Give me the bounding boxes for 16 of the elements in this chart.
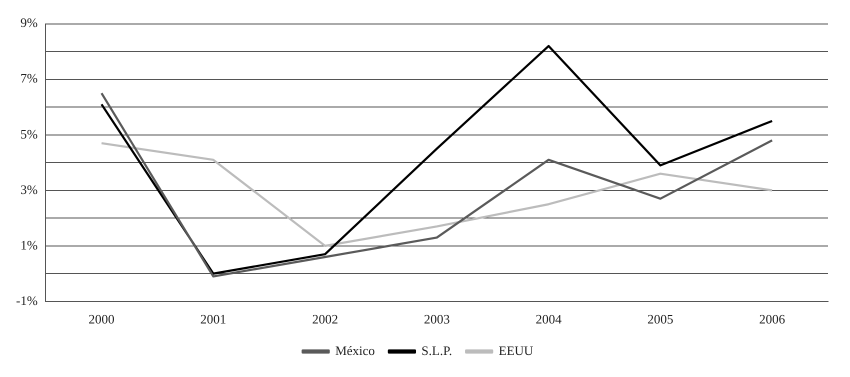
y-tick-label: 9% [20, 15, 38, 30]
x-tick-label: 2000 [88, 312, 115, 327]
legend-label: EEUU [498, 342, 534, 358]
x-tick-label: 2005 [647, 312, 674, 327]
y-tick-label: 3% [20, 182, 38, 197]
x-tick-label: 2003 [424, 312, 450, 327]
y-tick-label: -1% [16, 292, 38, 308]
y-tick-label: 7% [20, 70, 38, 86]
x-tick-label: 2006 [759, 312, 786, 327]
x-tick-label: 2004 [536, 312, 562, 327]
legend-label: México [335, 342, 375, 358]
y-tick-label: 1% [20, 237, 38, 252]
y-tick-label: 5% [20, 126, 38, 142]
x-tick-label: 2001 [200, 312, 226, 327]
legend-label: S.L.P. [421, 342, 452, 358]
x-tick-label: 2002 [312, 312, 338, 327]
